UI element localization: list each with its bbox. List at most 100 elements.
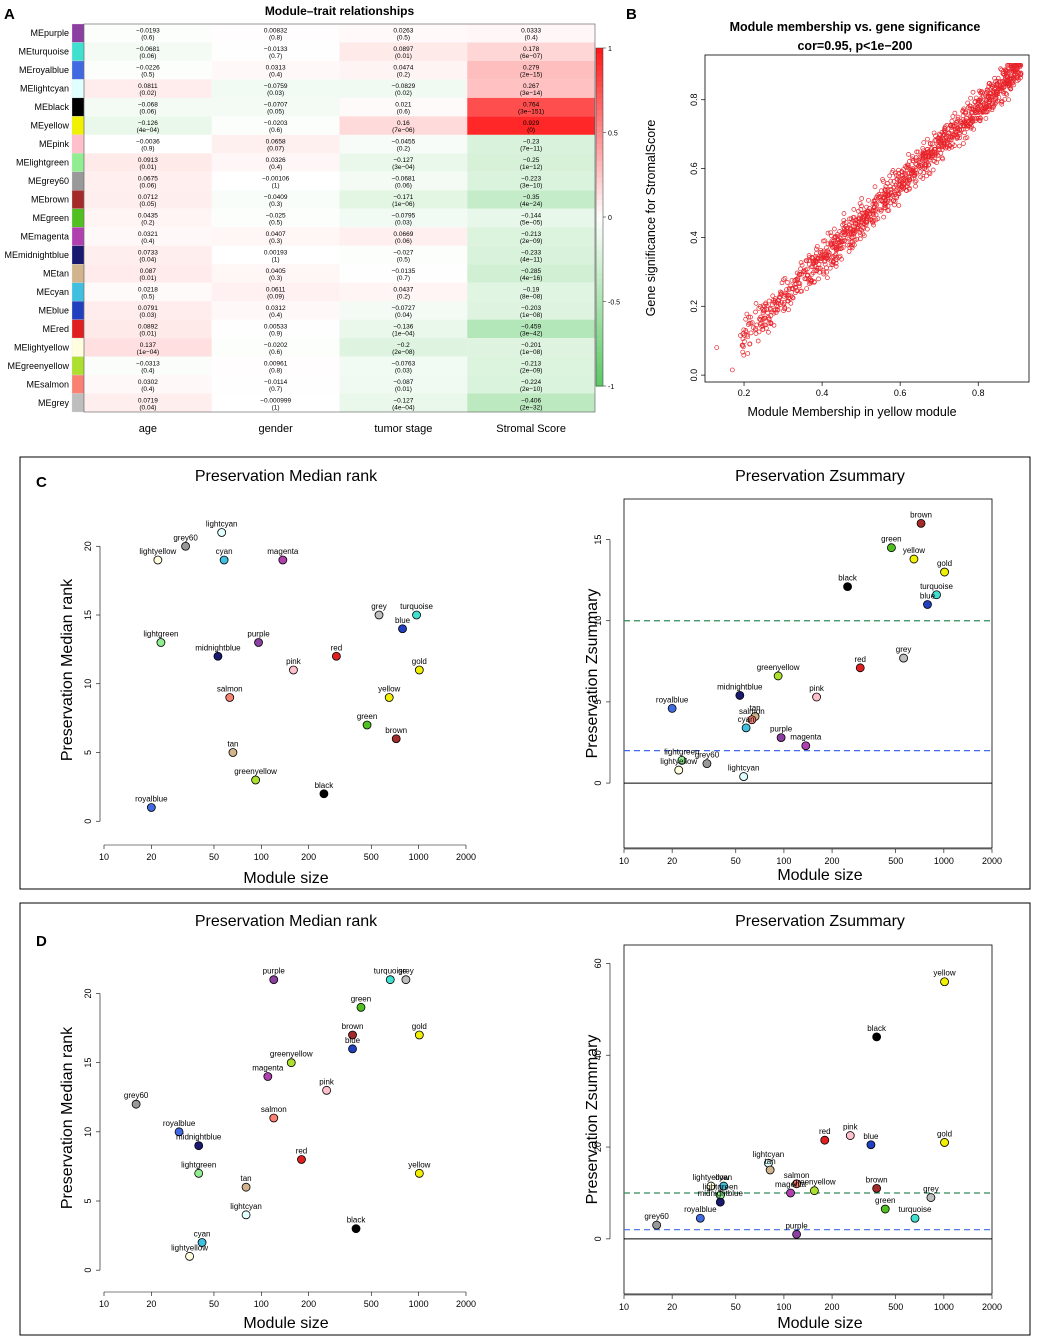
colorbar-segment <box>596 335 603 342</box>
heatmap-cell <box>211 190 340 209</box>
colorbar-segment <box>596 228 603 235</box>
x-tick-label: 2000 <box>456 852 476 862</box>
scatter-point <box>782 305 787 310</box>
scatter-point <box>894 176 900 182</box>
scatter-point <box>925 162 931 168</box>
panel-b: Module membership vs. gene significance c… <box>644 20 1030 419</box>
module-point-label: midnightblue <box>195 643 241 652</box>
heatmap-row-label: MEroyalblue <box>19 65 69 75</box>
heatmap-cell <box>84 338 212 357</box>
module-point-label: lightyellow <box>139 547 176 556</box>
scatter-point <box>931 130 937 136</box>
colorbar-segment <box>596 233 603 241</box>
heatmap-cell-value: −0.285 <box>521 268 541 275</box>
scatter-point <box>952 110 958 116</box>
heatmap-cell <box>84 42 212 61</box>
heatmap-cell-value: 0.178 <box>523 46 540 53</box>
scatter-point <box>760 326 766 332</box>
scatter-point <box>965 105 971 110</box>
y-tick-label: 60 <box>593 958 603 968</box>
module-point-label: red <box>296 1147 308 1156</box>
scatter-point <box>984 98 990 103</box>
scatter-point <box>828 230 833 236</box>
scatter-point <box>744 311 750 317</box>
scatter-point <box>921 148 926 154</box>
heatmap-cell <box>84 134 212 154</box>
module-point <box>909 554 919 564</box>
scatter-point <box>851 207 857 212</box>
module-point <box>278 555 288 565</box>
colorbar-segment <box>596 245 603 252</box>
scatter-point <box>900 184 906 189</box>
module-point-label: greenyellow <box>793 1178 836 1187</box>
heatmap-cell <box>339 301 468 320</box>
scatter-point <box>829 233 834 239</box>
heatmap-row-swatch <box>71 282 85 302</box>
heatmap-column-label: tumor stage <box>374 423 432 435</box>
scatter-point <box>746 320 752 326</box>
heatmap-cell-pvalue: (0.9) <box>269 330 282 337</box>
scatter-point <box>926 170 932 176</box>
heatmap-cell <box>339 60 468 80</box>
y-tick-label: 40 <box>593 1050 603 1060</box>
colorbar-segment <box>596 324 603 331</box>
colorbar-tick-label: 0 <box>608 215 612 222</box>
heatmap-cell-pvalue: (0.4) <box>141 238 154 245</box>
scatter-point <box>929 146 934 151</box>
heatmap-cell <box>339 190 468 209</box>
colorbar-segment <box>596 290 603 297</box>
heatmap-cell-pvalue: (3e−151) <box>518 109 544 116</box>
scatter-point <box>978 110 983 116</box>
colorbar-segment <box>596 87 603 94</box>
scatter-point <box>945 136 950 142</box>
scatter-point <box>968 125 974 131</box>
scatter-point <box>771 310 777 316</box>
heatmap-cell <box>211 282 340 302</box>
heatmap-cell <box>211 264 340 283</box>
module-point-label: black <box>838 574 858 583</box>
x-axis-label: Module size <box>777 867 862 884</box>
scatter-point <box>804 266 810 272</box>
scatter-point <box>779 280 785 286</box>
heatmap-cell-pvalue: (0.05) <box>267 109 284 116</box>
heatmap-cell-pvalue: (0.6) <box>269 127 282 134</box>
scatter-point <box>818 248 824 253</box>
scatter-point <box>864 214 870 220</box>
heatmap-cell-pvalue: (0.01) <box>139 330 156 337</box>
x-tick-label: 0.4 <box>816 388 829 398</box>
x-tick-label: 50 <box>209 852 219 862</box>
scatter-point <box>851 231 857 237</box>
scatter-point <box>743 316 749 322</box>
heatmap-row-label: MEgreen <box>32 213 69 223</box>
scatter-point <box>830 254 836 259</box>
heatmap-cell <box>211 42 340 61</box>
scatter-point <box>1003 91 1009 96</box>
module-point <box>331 651 341 661</box>
scatter-point <box>989 107 995 113</box>
module-point-label: brown <box>866 1175 888 1184</box>
scatter-point <box>813 246 819 252</box>
scatter-point <box>896 181 902 187</box>
module-point <box>926 1193 936 1202</box>
scatter-point <box>955 119 960 124</box>
x-tick-label: 0.6 <box>894 388 907 398</box>
scatter-point <box>936 147 941 152</box>
scatter-point <box>882 195 887 201</box>
module-point <box>414 665 424 675</box>
scatter-point <box>861 233 867 239</box>
heatmap-cell-pvalue: (1) <box>272 256 280 263</box>
scatter-point <box>797 281 803 286</box>
y-tick-label: 15 <box>83 1058 93 1068</box>
scatter-point <box>970 116 975 122</box>
module-point-label: lightgreen <box>703 1182 738 1191</box>
scatter-point <box>952 123 957 129</box>
scatter-point <box>812 259 818 264</box>
scatter-point <box>861 225 867 231</box>
panel-label-b: B <box>626 6 637 23</box>
module-point <box>677 755 687 765</box>
scatter-point <box>864 220 870 225</box>
scatter-point <box>893 170 898 176</box>
module-point-label: tan <box>241 1174 252 1183</box>
heatmap-cell-pvalue: (1e−04) <box>137 349 160 356</box>
